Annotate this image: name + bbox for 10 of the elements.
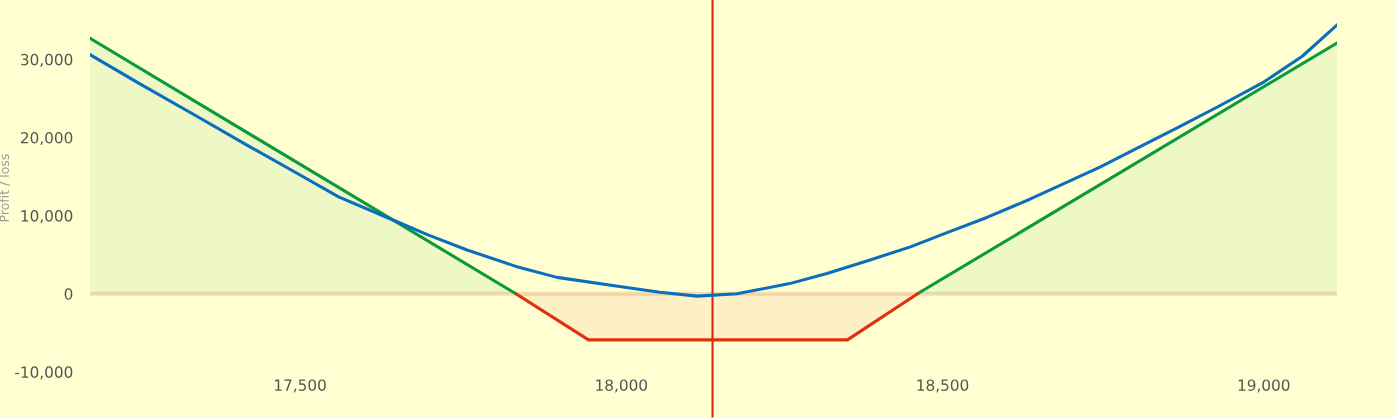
y-tick-label: -10,000 <box>15 366 73 380</box>
y-tick-label: 0 <box>64 288 73 300</box>
y-tick-label: 10,000 <box>21 210 73 224</box>
y-axis-title: Profit / loss <box>0 154 10 222</box>
x-tick-label: 18,000 <box>596 379 648 393</box>
x-tick-label: 19,000 <box>1238 379 1290 393</box>
x-tick-label: 18,500 <box>917 379 969 393</box>
y-tick-label: 20,000 <box>21 131 73 146</box>
y-tick-label: 30,000 <box>21 53 73 67</box>
x-tick-label: 17,500 <box>275 379 326 393</box>
